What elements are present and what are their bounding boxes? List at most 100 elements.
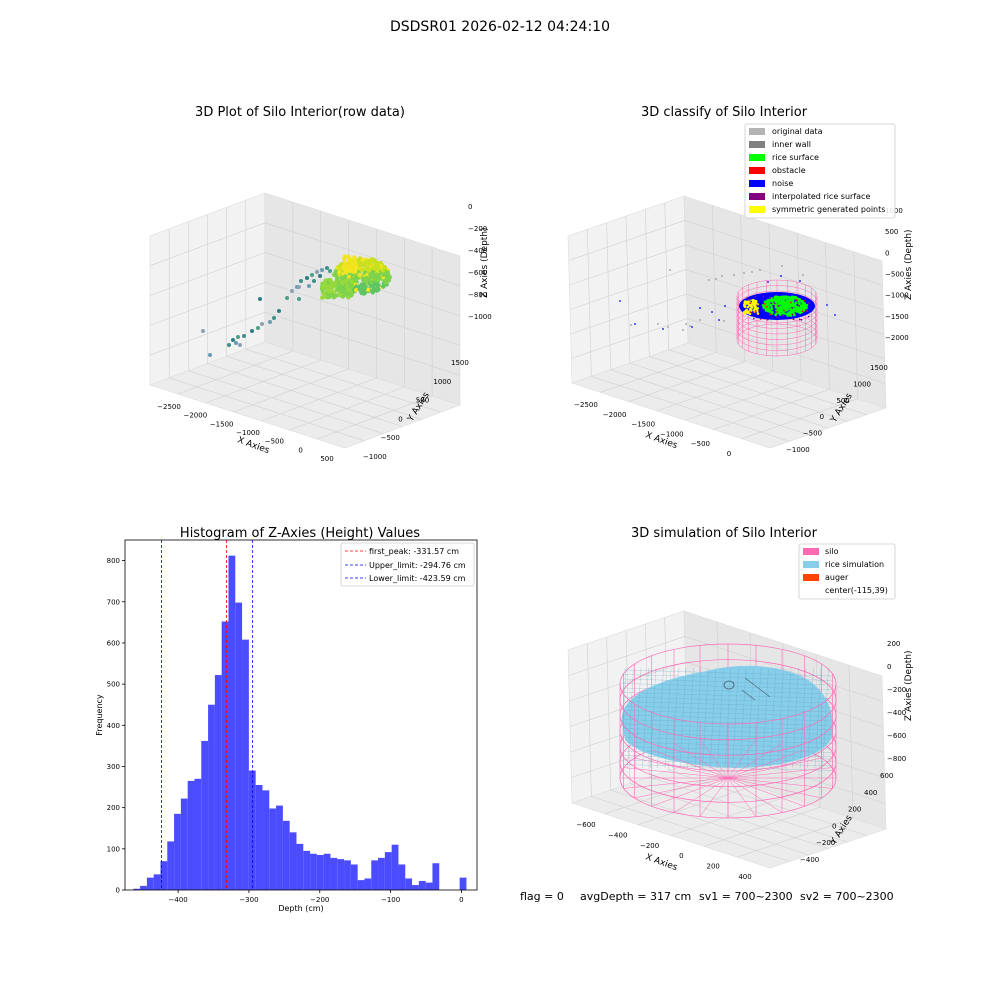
panel2-rice-point [794,296,797,299]
hist-bar [214,675,222,890]
panel2-z-tick: −1000 [885,292,909,300]
panel2-symmetric-point [743,302,747,306]
panel1-point [307,284,311,288]
panel2-rice-point [777,311,781,314]
panel2-obstacle-point [769,297,771,300]
panel2-obstacle-point [756,304,759,307]
panel2-grid-y [610,369,809,435]
hist-bar [242,639,249,890]
panel2-obstacle-point [773,302,776,305]
panel4-grid-y [610,789,809,856]
panel2-grid-z [571,318,886,384]
panel2-symmetric-point [743,305,746,308]
panel1-point [328,278,333,283]
panel4-rice-mesh-line [623,678,833,686]
panel2-grid-z [568,220,883,286]
hist-bar [357,880,365,890]
panel2-rice-point [797,310,801,314]
panel2-rice-point [780,302,784,305]
panel4-rice-mesh-line [649,667,657,769]
panel2-rice-point [780,298,784,302]
panel2-obstacle-point [776,311,779,313]
panel2-obstacle-point [748,299,750,301]
panel4-grid-y [591,796,790,862]
panel4-y-ticks: −400 −200 0 200 400 600 [800,772,893,864]
panel1-point [343,278,348,284]
panel1-point [325,266,329,270]
panel4-silo-floor-spoke [727,767,833,779]
panel2-y-tick: 0 [820,413,824,421]
legend-swatch-rice-sim [803,561,819,568]
panel2-x-tick: −2000 [603,411,627,419]
panel2-symmetric-point [755,300,758,303]
hist-bar [412,885,419,890]
panel4-rice-mesh-line [694,667,702,769]
panel2-obstacle-point [774,308,777,311]
panel4-y-tick: 200 [848,806,861,814]
hist-bars [133,555,467,890]
panel1-y-tick: 1500 [451,359,469,367]
panel2-title: 3D classify of Silo Interior [641,105,808,120]
panel2-rice-point [798,298,802,301]
hist-bar [140,885,147,890]
panel1-y-tick: −500 [381,434,400,442]
panel2-y-tick: 1000 [853,380,871,388]
panel2-x-tick: 0 [727,450,731,458]
panel2-gridlines [568,202,886,442]
panel1-gridlines [149,200,461,442]
panel4-silo-floor-spoke [727,777,783,813]
panel2-symmetric-point [743,300,747,303]
panel2-points [619,265,836,357]
panel2-original-point [715,278,717,280]
panel2-original-point [682,329,684,331]
panel2-original-point [699,319,701,321]
panel1-point [297,285,301,289]
panel1-point [381,284,386,289]
legend-swatch-inner-wall [749,141,765,148]
panel1-point [326,294,331,300]
panel1-point [349,284,354,289]
panel2-obstacle-point [801,310,804,313]
panel2-noise-point [799,280,801,282]
panel1-point [297,297,301,301]
panel2-y-tick: 1500 [870,364,888,372]
panel2-symmetric-point [754,306,757,310]
panel2-z-tick: −1500 [885,313,909,321]
panel1-point [290,289,294,293]
panel2-grid-y [668,349,867,415]
hist-bar [323,853,331,890]
panel4-rice-mesh-line [623,710,833,717]
panel2-symmetric-point [745,308,748,312]
panel4-rice-mesh-line [799,667,807,769]
hist-bar [344,860,351,890]
panel2-rice-point [773,295,777,299]
panel1-point [328,269,332,273]
panel1-grid-z [149,252,461,316]
panel2-obstacle-point [763,303,766,305]
hist-bar [180,798,188,890]
panel4-silo-floor-spoke [651,777,729,807]
panel2-rice-point [787,299,791,303]
panel4-x-label: X Axies [644,852,679,873]
panel2-obstacle-point [746,297,748,299]
panel4-rice-mesh-line [664,667,672,769]
panel4-rice-mesh-line [627,667,634,769]
hist-bar [364,878,372,890]
panel4-grid-z [568,636,883,702]
panel1-x-tick: 0 [298,446,302,454]
panel1-point [320,268,324,272]
panel4-silo-floor-spoke [727,743,783,779]
hist-bar [303,850,311,890]
panel2-obstacle-point [792,318,795,321]
hist-bar [269,808,277,890]
panel1-point [322,281,327,287]
panel2-rice-point [774,304,778,308]
panel1-point [339,288,344,294]
panel2-original-point [733,274,735,276]
hist-x-tick-label: 0 [459,896,463,904]
panel2-rice-point [782,304,786,308]
panel2-symmetric-point [752,299,755,302]
panel1-point [365,287,371,292]
panel2-rice-point [784,306,788,310]
